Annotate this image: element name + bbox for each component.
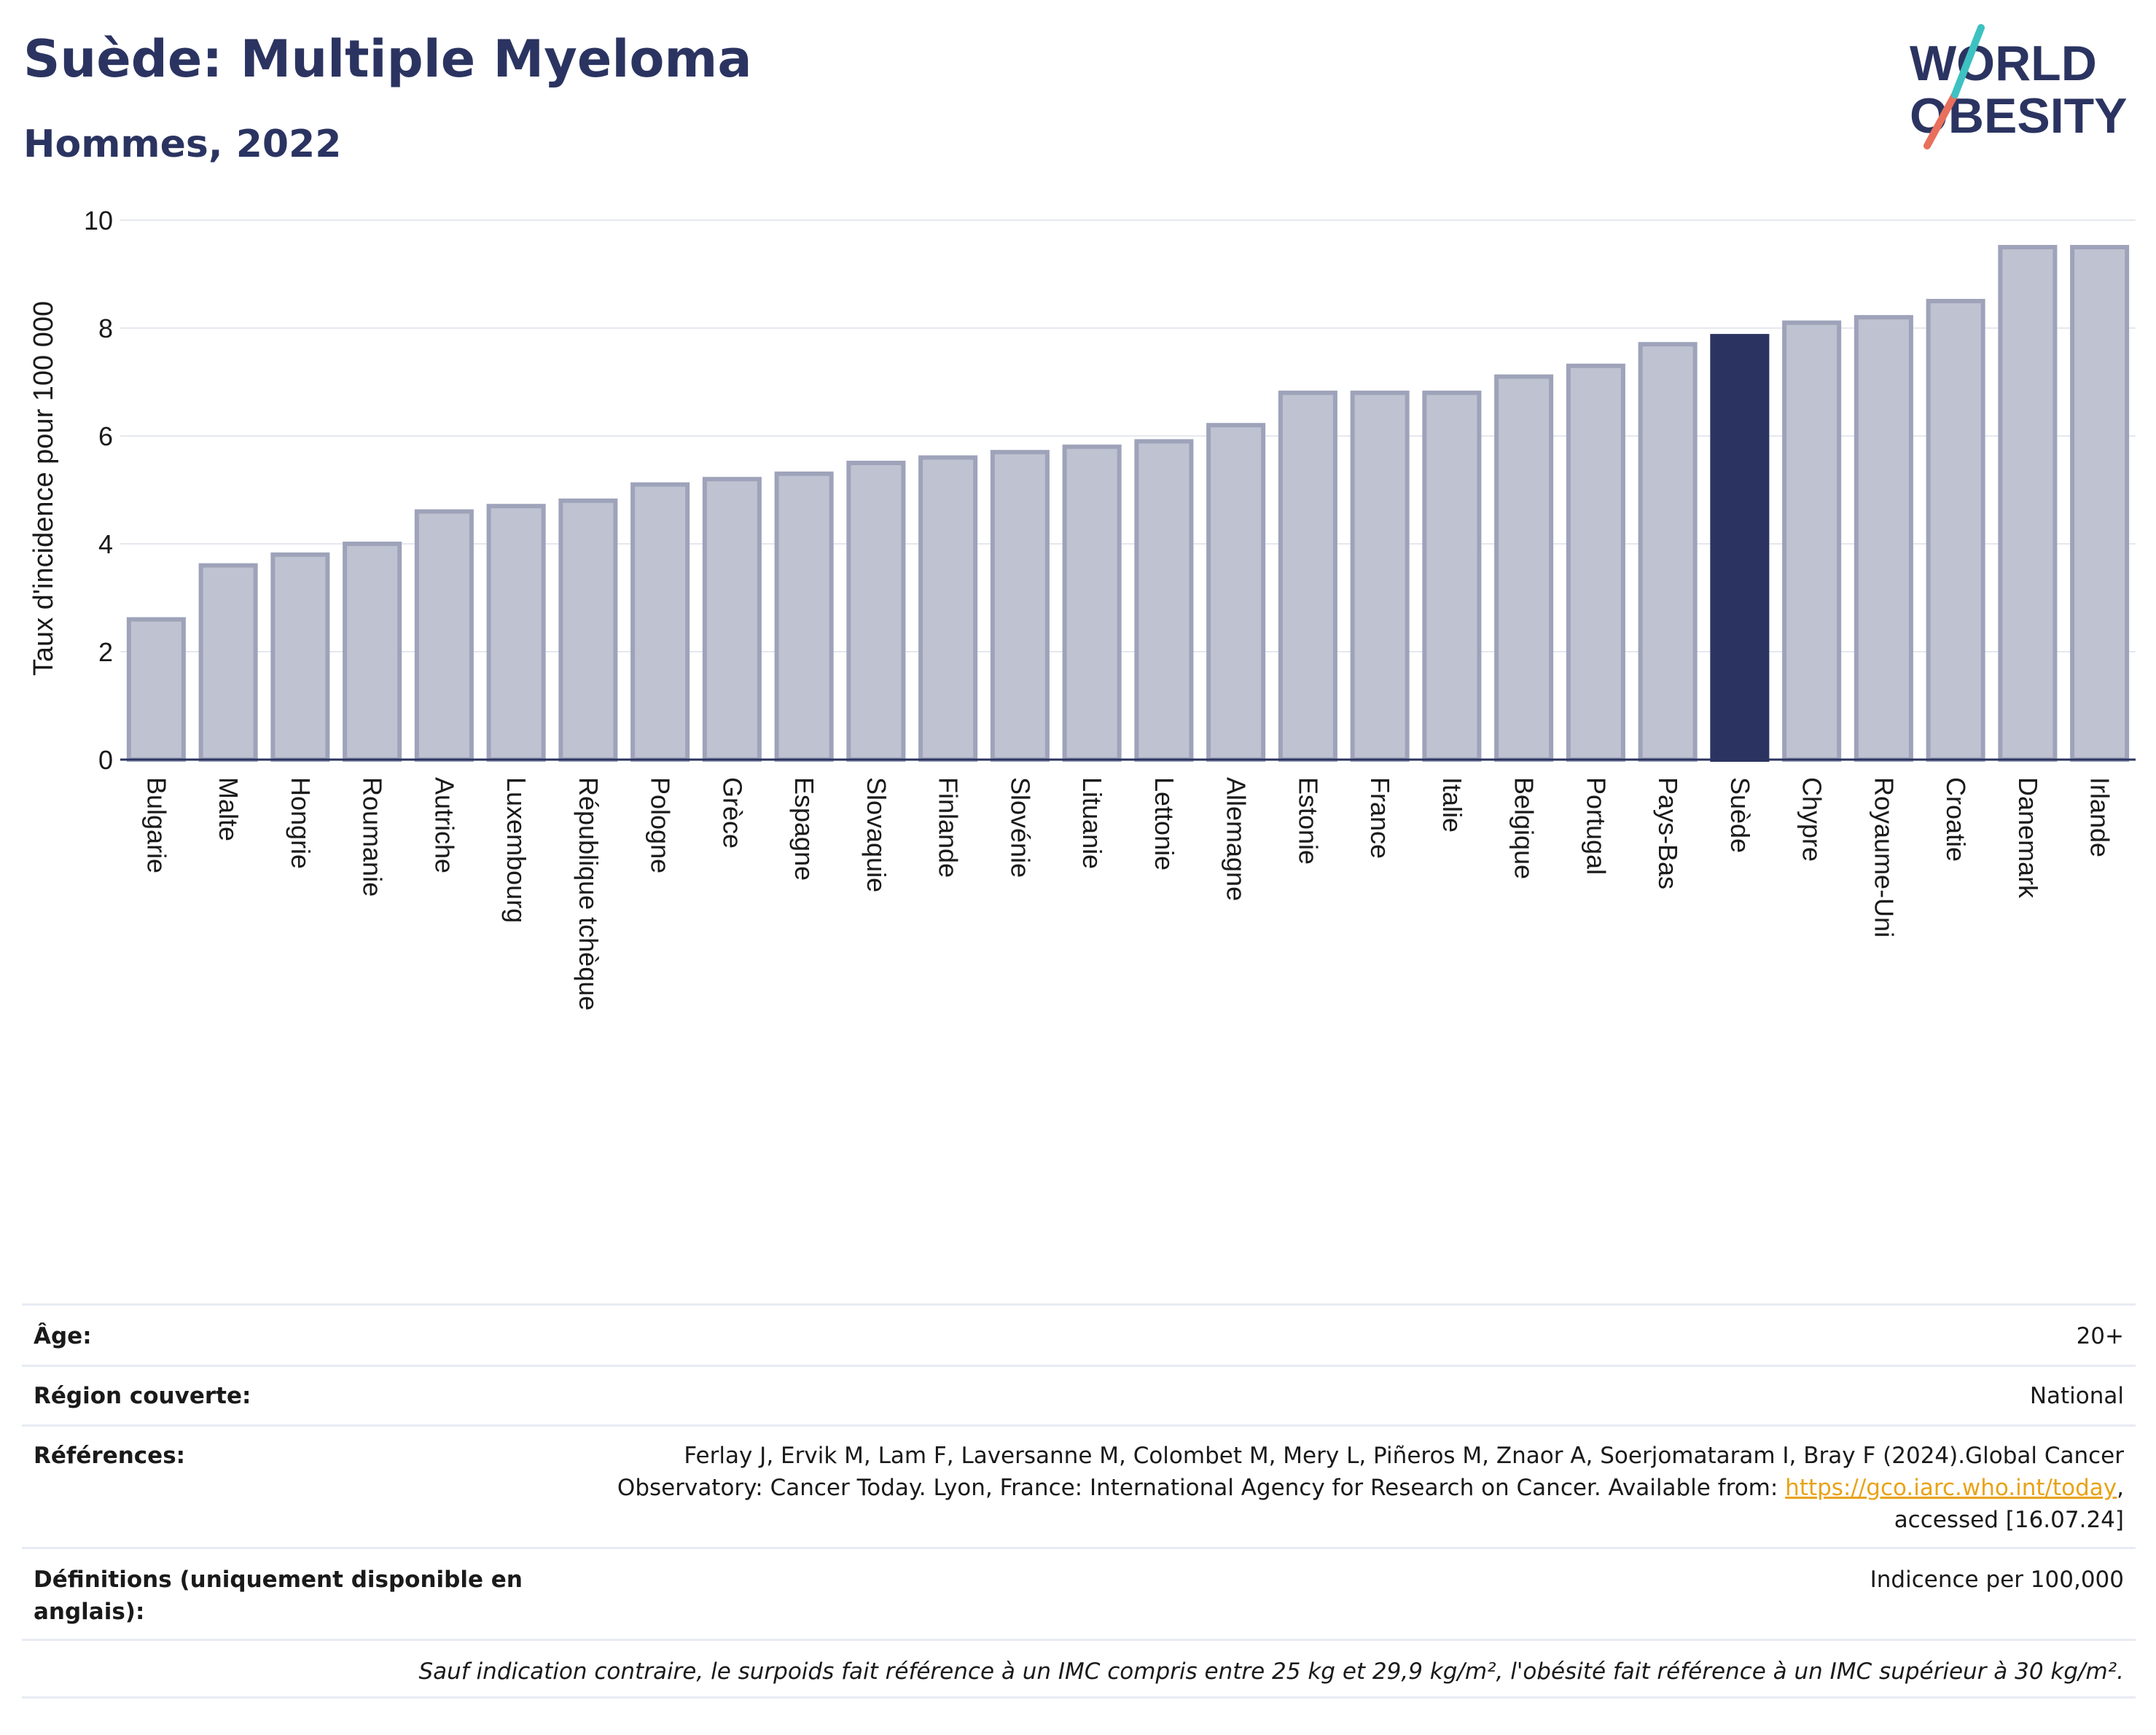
y-tick-label: 10: [84, 206, 113, 235]
info-row-references: Références: Ferlay J, Ervik M, Lam F, La…: [22, 1424, 2136, 1547]
bar-irlande: [2070, 245, 2130, 762]
info-row-definitions: Définitions (uniquement disponible en an…: [22, 1547, 2136, 1639]
y-tick-label: 0: [98, 745, 113, 775]
x-tick-label: Finlande: [934, 777, 964, 878]
x-tick-label: Roumanie: [358, 777, 388, 897]
x-tick-label: Grèce: [717, 777, 747, 849]
bar-lituanie: [1062, 444, 1122, 762]
region-value: National: [2029, 1383, 2124, 1409]
world-obesity-logo: WORLD OBESITY: [1910, 24, 2128, 149]
x-tick-label: Allemagne: [1222, 777, 1251, 901]
info-row-footnote: Sauf indication contraire, le surpoids f…: [22, 1639, 2136, 1699]
bar-pays-bas: [1638, 342, 1698, 762]
x-tick-label: Hongrie: [286, 777, 316, 869]
y-tick-label: 6: [98, 421, 113, 451]
region-label: Région couverte:: [34, 1383, 251, 1409]
bar-grèce: [702, 477, 762, 762]
bar-danemark: [1998, 245, 2058, 762]
bar-italie: [1422, 390, 1482, 762]
x-tick-label: Croatie: [1941, 777, 1971, 862]
bar-malte: [198, 563, 258, 762]
x-tick-label: Slovaquie: [862, 777, 891, 892]
chart-title: Suède: Multiple Myeloma: [23, 29, 752, 89]
bar-belgique: [1494, 374, 1554, 762]
bar-slovaquie: [846, 461, 906, 762]
x-tick-label: Autriche: [429, 777, 459, 873]
x-tick-label: Pays-Bas: [1653, 777, 1683, 889]
logo-slash-teal: [1951, 24, 1985, 98]
bar-royaume-uni: [1854, 315, 1913, 762]
x-tick-label: Royaume-Uni: [1869, 777, 1899, 937]
definitions-label: Définitions (uniquement disponible en an…: [34, 1567, 523, 1625]
x-tick-label: Lituanie: [1077, 777, 1107, 869]
y-axis-label: Taux d'incidence pour 100 000: [28, 301, 59, 676]
bar-portugal: [1566, 363, 1625, 762]
info-row-region: Région couverte: National: [22, 1365, 2136, 1424]
bar-roumanie: [343, 542, 402, 762]
x-tick-label: Belgique: [1509, 777, 1539, 879]
references-text-1: Ferlay J, Ervik M, Lam F, Laversanne M, …: [684, 1443, 2124, 1469]
references-text-2: Observatory: Cancer Today. Lyon, France:…: [617, 1475, 1786, 1501]
bar-pologne: [630, 482, 690, 762]
bar-chart: 0 2 4 6 8 10 Bulgarie Malte Hongrie Roumanie Autr…: [28, 206, 2136, 1010]
x-tick-label: Estonie: [1293, 777, 1323, 865]
bars: [126, 245, 2130, 763]
references-text-4: accessed [16.07.24]: [1894, 1507, 2124, 1533]
y-tick-label: 2: [98, 637, 113, 667]
y-tick-label: 8: [98, 313, 113, 343]
x-tick-label: Bulgarie: [141, 777, 171, 873]
bar-autriche: [414, 509, 474, 762]
x-tick-label: Suède: [1725, 777, 1755, 853]
bar-finlande: [918, 455, 978, 762]
x-tick-label: Espagne: [789, 777, 819, 881]
info-table: Âge: 20+ Région couverte: National Référ…: [22, 1303, 2136, 1699]
bar-hongrie: [270, 552, 330, 762]
x-tick-label: Italie: [1437, 777, 1467, 833]
x-tick-label: Portugal: [1581, 777, 1611, 875]
x-tick-label: Chypre: [1797, 777, 1827, 862]
x-tick-label: Slovénie: [1005, 777, 1035, 878]
bar-estonie: [1278, 390, 1337, 762]
x-tick-label: Irlande: [2085, 777, 2115, 857]
x-tick-label: République tchèque: [574, 777, 604, 1010]
references-text-3: ,: [2117, 1475, 2124, 1501]
x-tick-label: Malte: [214, 777, 243, 841]
footnote: Sauf indication contraire, le surpoids f…: [418, 1658, 2124, 1685]
logo-slash-red: [1923, 91, 1958, 149]
bar-france: [1350, 390, 1410, 762]
bar-lettonie: [1134, 439, 1194, 763]
x-tick-label: France: [1365, 777, 1395, 859]
y-tick-labels: 0 2 4 6 8 10: [84, 206, 113, 775]
bar-suède: [1710, 334, 1770, 763]
references-link[interactable]: https://gco.iarc.who.int/today: [1785, 1475, 2117, 1501]
age-value: 20+: [2076, 1323, 2124, 1349]
x-tick-label: Lettonie: [1149, 777, 1179, 870]
logo-text-world: WORLD: [1910, 36, 2097, 91]
x-tick-label: Pologne: [646, 777, 676, 873]
references-label: Références:: [34, 1443, 186, 1469]
references-value: Ferlay J, Ervik M, Lam F, Laversanne M, …: [617, 1440, 2136, 1547]
bar-bulgarie: [126, 617, 186, 762]
bar-chypre: [1782, 320, 1842, 763]
bar-slovénie: [990, 450, 1050, 762]
chart-subtitle: Hommes, 2022: [23, 122, 342, 166]
y-tick-label: 4: [98, 529, 113, 559]
bar-croatie: [1926, 299, 1985, 762]
bar-allemagne: [1206, 423, 1266, 762]
x-tick-label: Danemark: [2013, 777, 2043, 899]
bar-république-tchèque: [558, 498, 618, 762]
bar-espagne: [774, 471, 834, 762]
info-row-age: Âge: 20+: [22, 1303, 2136, 1365]
bar-luxembourg: [486, 504, 546, 762]
x-tick-label: Luxembourg: [501, 777, 531, 923]
x-tick-labels: Bulgarie Malte Hongrie Roumanie Autriche Luxe…: [141, 777, 2114, 1010]
definitions-value: Indicence per 100,000: [1870, 1567, 2124, 1593]
age-label: Âge:: [34, 1323, 92, 1349]
